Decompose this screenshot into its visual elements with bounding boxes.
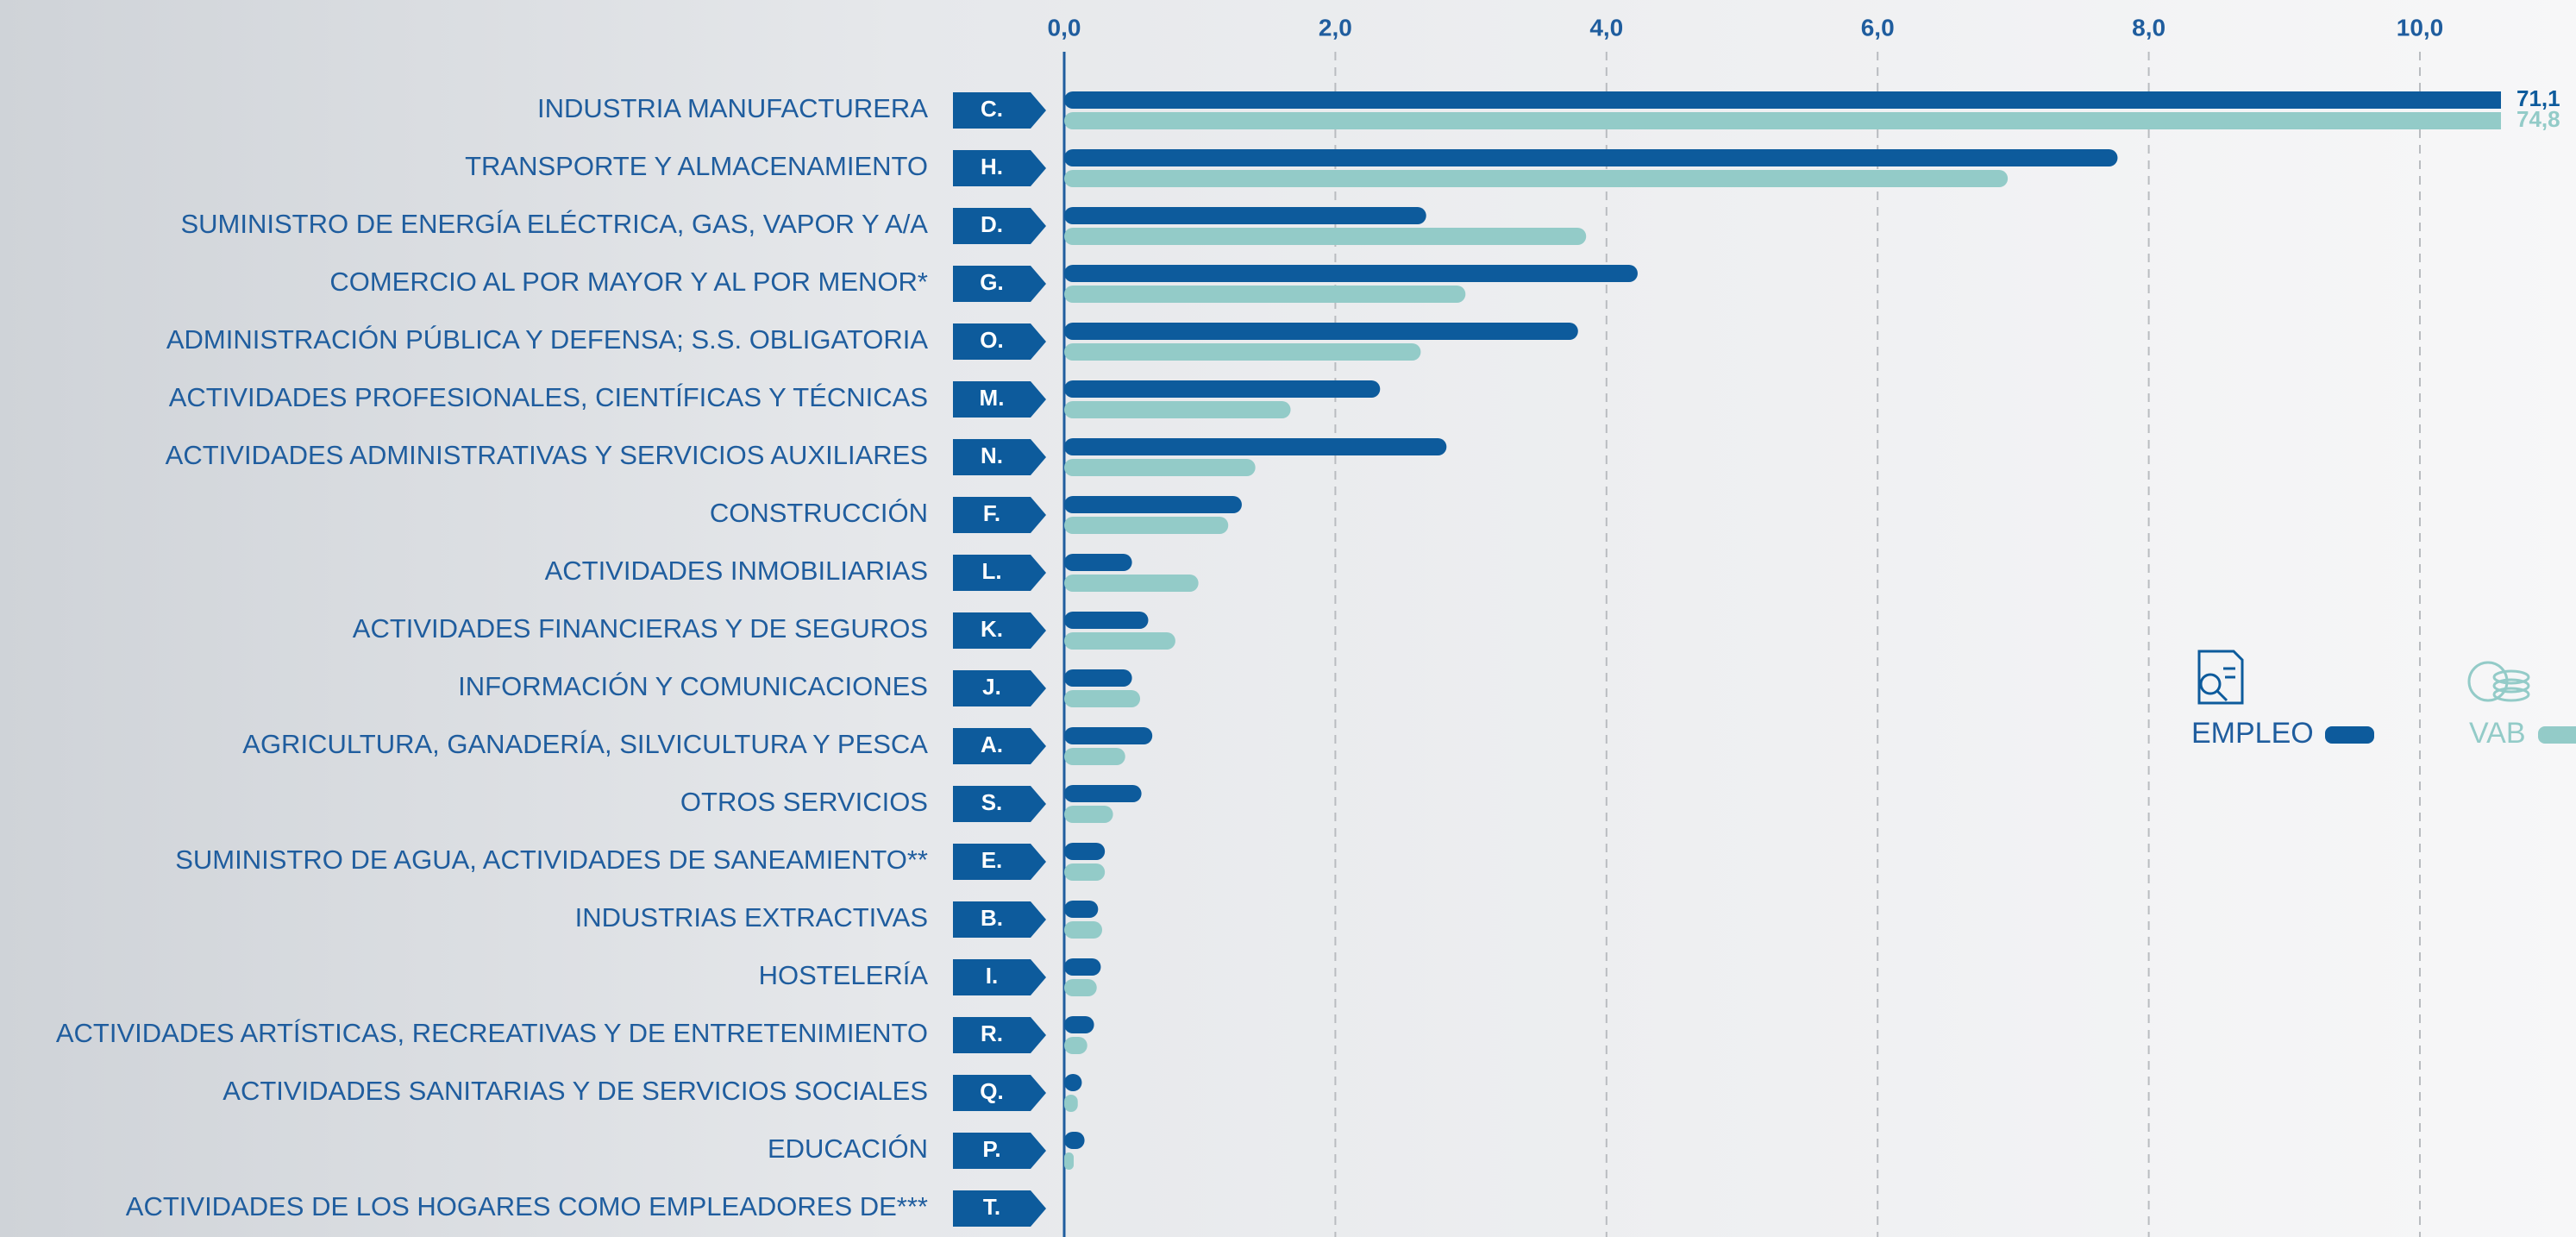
bar [1064,575,1199,592]
bar [1064,170,2008,187]
category-label: ACTIVIDADES FINANCIERAS Y DE SEGUROS [353,613,928,644]
code-label: N. [981,443,1003,468]
x-tick-label: 4,0 [1589,14,1623,41]
bar [1064,748,1125,765]
bar [1064,91,2576,109]
category-label: AGRICULTURA, GANADERÍA, SILVICULTURA Y P… [242,729,928,759]
bar [1064,112,2576,129]
code-label: H. [981,154,1003,179]
bar [1064,901,1098,918]
code-label: C. [981,96,1003,122]
category-label: SUMINISTRO DE ENERGÍA ELÉCTRICA, GAS, VA… [180,209,928,239]
x-tick-label: 10,0 [2397,14,2444,41]
code-label: D. [981,211,1003,237]
bar [1064,958,1100,976]
x-tick-label: 6,0 [1861,14,1895,41]
bar [1064,612,1148,629]
bar [1064,554,1132,571]
code-label: T. [983,1194,1000,1220]
bar [1064,517,1228,534]
bar [1064,228,1586,245]
bar [1064,207,1426,224]
bar [1064,806,1113,823]
code-label: L. [981,558,1001,584]
code-label: M. [980,385,1005,411]
x-tick-label: 2,0 [1319,14,1352,41]
bar [1064,1132,1085,1149]
bar [1064,286,1465,303]
category-label: INFORMACIÓN Y COMUNICACIONES [458,671,928,701]
category-label: COMERCIO AL POR MAYOR Y AL POR MENOR* [329,267,928,297]
bar [1064,727,1152,744]
code-label: Q. [980,1078,1003,1104]
bar [1064,149,2117,166]
code-label: G. [980,269,1003,295]
bar [1064,979,1097,996]
category-label: TRANSPORTE Y ALMACENAMIENTO [465,151,928,181]
bar [1064,785,1142,802]
category-label: ACTIVIDADES INMOBILIARIAS [545,556,928,586]
bar [1064,1095,1078,1112]
legend-label: VAB [2469,717,2526,750]
legend-swatch [2325,726,2374,744]
bar [1064,690,1140,707]
bar [1064,401,1291,418]
legend-label: EMPLEO [2191,717,2314,750]
bar [1064,496,1242,513]
category-label: ADMINISTRACIÓN PÚBLICA Y DEFENSA; S.S. O… [166,324,928,355]
bar [1064,380,1380,398]
code-label: B. [981,905,1003,931]
code-label: O. [980,327,1003,353]
bar [1064,863,1105,881]
value-label: 74,8 [2516,106,2560,132]
code-label: F. [983,500,1000,526]
category-label: ACTIVIDADES DE LOS HOGARES COMO EMPLEADO… [126,1191,928,1221]
category-label: EDUCACIÓN [768,1133,928,1164]
code-tag [953,959,1046,995]
category-label: SUMINISTRO DE AGUA, ACTIVIDADES DE SANEA… [175,845,928,875]
bar [1064,1037,1087,1054]
code-label: P. [982,1136,1000,1162]
category-label: OTROS SERVICIOS [680,787,928,817]
bar [1064,265,1638,282]
category-label: HOSTELERÍA [759,960,929,990]
bar [1064,921,1102,939]
bar [1064,343,1420,361]
category-label: ACTIVIDADES ARTÍSTICAS, RECREATIVAS Y DE… [56,1018,928,1048]
chart: 0,0 2,0 4,0 6,0 8,0 10,0 INDUSTRIA MANUFACTURE… [0,0,2576,1237]
code-label: R. [981,1020,1003,1046]
code-label: K. [981,616,1003,642]
page: 0,0 2,0 4,0 6,0 8,0 10,0 INDUSTRIA MANUFACTURE… [0,0,2576,1237]
code-label: S. [981,789,1003,815]
category-label: INDUSTRIA MANUFACTURERA [537,93,928,123]
x-tick-label: 8,0 [2132,14,2165,41]
bar [1064,632,1175,650]
x-tick-label: 0,0 [1048,14,1081,41]
code-label: J. [982,674,1001,700]
bar [1064,323,1578,340]
bar [1064,843,1105,860]
bar [1064,1152,1074,1170]
bar [1064,1074,1081,1091]
bar [1064,438,1446,455]
category-label: ACTIVIDADES SANITARIAS Y DE SERVICIOS SO… [223,1076,928,1106]
code-label: A. [981,732,1003,757]
category-label: CONSTRUCCIÓN [710,498,928,528]
bar [1064,669,1132,687]
category-label: INDUSTRIAS EXTRACTIVAS [575,902,928,932]
bar [1064,459,1256,476]
code-label: I. [986,963,998,989]
category-label: ACTIVIDADES ADMINISTRATIVAS Y SERVICIOS … [166,440,928,470]
code-label: E. [981,847,1003,873]
category-label: ACTIVIDADES PROFESIONALES, CIENTÍFICAS Y… [169,382,928,412]
bar [1064,1016,1094,1033]
legend-swatch [2538,726,2576,744]
